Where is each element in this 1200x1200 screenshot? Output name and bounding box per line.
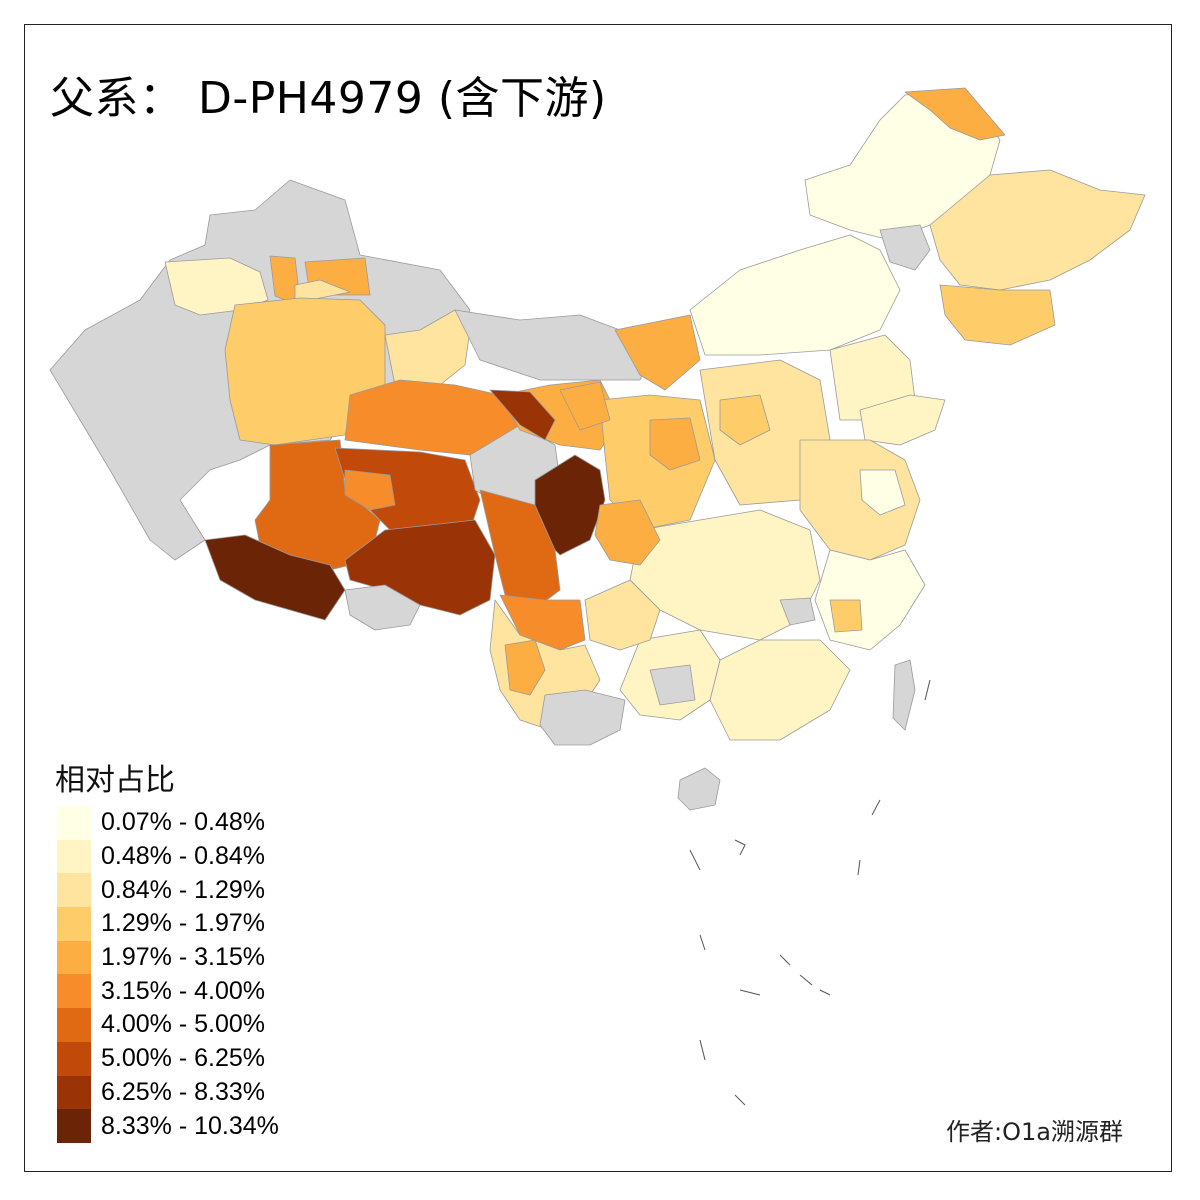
region-tibet-lake — [344, 469, 396, 511]
legend-swatch — [57, 907, 91, 941]
region-hubei-orange — [594, 499, 661, 566]
region-fujian-orange — [829, 599, 863, 633]
legend-swatch — [57, 873, 91, 908]
legend-label: 6.25% - 8.33% — [101, 1077, 265, 1106]
legend-row: 6.25% - 8.33% — [57, 1075, 279, 1110]
region-gansu-strip-dark — [489, 389, 556, 441]
region-northeast-grey — [879, 224, 931, 271]
region-guizhou — [584, 579, 661, 651]
legend-label: 0.48% - 0.84% — [101, 842, 265, 871]
legend-swatch — [57, 1041, 91, 1076]
legend-swatch — [57, 1008, 91, 1042]
region-heilongjiang-tip — [904, 87, 1006, 141]
region-central-grey-a — [779, 597, 816, 626]
legend-row: 4.00% - 5.00% — [57, 1008, 279, 1042]
region-xinjiang-north-pale — [294, 279, 351, 301]
region-hainan — [677, 767, 721, 811]
legend-label: 5.00% - 6.25% — [101, 1044, 265, 1073]
region-tibet-south-darkest — [204, 534, 346, 621]
region-jilin-liaoning — [929, 169, 1146, 291]
legend-label: 8.33% - 10.34% — [101, 1111, 279, 1140]
legend-swatch — [57, 940, 91, 975]
legend-row: 1.29% - 1.97% — [57, 907, 279, 941]
legend-label: 3.15% - 4.00% — [101, 976, 265, 1005]
region-liaoning-south — [939, 284, 1056, 346]
region-shanxi-orange — [559, 381, 611, 431]
map-frame — [24, 24, 1172, 1172]
region-tibet-south-grey — [344, 584, 421, 631]
region-ningxia-orange — [614, 314, 701, 391]
legend-row: 5.00% - 6.25% — [57, 1041, 279, 1076]
legend-row: 0.48% - 0.84% — [57, 839, 279, 874]
region-central-patch-b — [649, 417, 701, 471]
legend-row: 8.33% - 10.34% — [57, 1109, 279, 1143]
legend-swatch — [57, 1109, 91, 1143]
legend-row: 0.07% - 0.48% — [57, 806, 279, 840]
legend-title: 相对占比 — [55, 763, 175, 798]
legend-label: 4.00% - 5.00% — [101, 1010, 265, 1039]
legend-label: 1.29% - 1.97% — [101, 909, 265, 938]
legend-label: 0.84% - 1.29% — [101, 875, 265, 904]
author-credit: 作者:O1a溯源群 — [946, 1118, 1123, 1146]
region-yunnan-orange — [504, 639, 546, 696]
legend-row: 1.97% - 3.15% — [57, 940, 279, 975]
region-central-grey-b — [649, 664, 696, 706]
sea-islands — [689, 679, 931, 1106]
region-taiwan — [892, 659, 916, 731]
legend-row: 0.84% - 1.29% — [57, 873, 279, 908]
map-regions — [49, 87, 1146, 811]
legend-swatch — [57, 974, 91, 1009]
legend-swatch — [57, 1075, 91, 1110]
region-central-patch-c — [859, 469, 906, 516]
legend-swatch — [57, 839, 91, 874]
legend-label: 0.07% - 0.48% — [101, 808, 265, 837]
region-central-patch-a — [719, 394, 771, 446]
legend-row: 3.15% - 4.00% — [57, 974, 279, 1009]
region-jiangxi-guangdong — [709, 639, 851, 741]
map-title: 父系： D-PH4979 (含下游) — [50, 73, 607, 124]
legend-label: 1.97% - 3.15% — [101, 943, 265, 972]
legend-swatch — [57, 806, 91, 840]
legend: 0.07% - 0.48% 0.48% - 0.84% 0.84% - 1.29% 1… — [57, 806, 279, 1143]
region-sichuan-west — [479, 489, 561, 606]
region-tibet-southeast — [344, 519, 496, 616]
region-yunnan-grey — [539, 689, 626, 746]
region-inner-mongolia-east — [689, 234, 901, 356]
